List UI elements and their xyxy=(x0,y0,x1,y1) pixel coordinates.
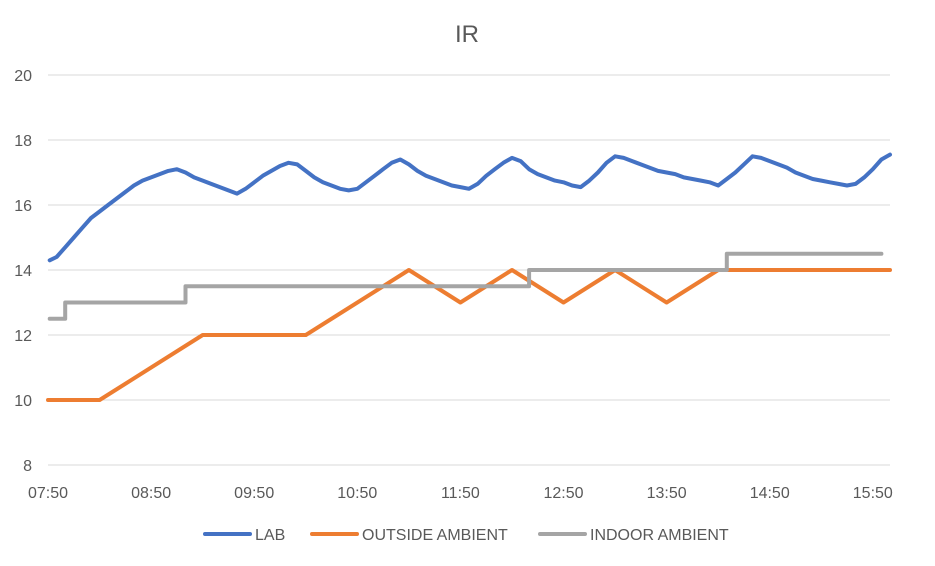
x-tick-label: 09:50 xyxy=(234,485,274,502)
series-line-lab xyxy=(47,152,892,263)
x-tick-label: 07:50 xyxy=(28,485,68,502)
y-tick-label: 10 xyxy=(14,393,32,410)
x-tick-label: 13:50 xyxy=(647,485,687,502)
y-tick-label: 18 xyxy=(14,133,32,150)
y-tick-label: 20 xyxy=(14,68,32,85)
y-tick-label: 16 xyxy=(14,198,32,215)
y-axis-tick-labels: 8 10 12 14 16 18 20 xyxy=(14,68,32,475)
series-line-indoor-ambient xyxy=(47,251,884,321)
x-tick-label: 08:50 xyxy=(131,485,171,502)
y-tick-label: 14 xyxy=(14,263,32,280)
x-tick-label: 12:50 xyxy=(543,485,583,502)
y-tick-label: 8 xyxy=(23,458,32,475)
grid-lines xyxy=(48,74,890,466)
legend: LAB OUTSIDE AMBIENT INDOOR AMBIENT xyxy=(203,527,729,544)
x-tick-label: 14:50 xyxy=(750,485,790,502)
x-tick-label: 11:50 xyxy=(441,485,480,502)
series-lines xyxy=(46,152,892,402)
legend-label-outside-ambient: OUTSIDE AMBIENT xyxy=(362,527,508,544)
legend-label-indoor-ambient: INDOOR AMBIENT xyxy=(590,527,729,544)
x-axis-tick-labels: 07:50 08:50 09:50 10:50 11:50 12:50 13:50 14:50… xyxy=(28,485,893,502)
y-tick-label: 12 xyxy=(14,328,32,345)
legend-label-lab: LAB xyxy=(255,527,285,544)
x-tick-label: 10:50 xyxy=(337,485,377,502)
x-tick-label: 15:50 xyxy=(853,485,893,502)
chart-title: IR xyxy=(455,21,479,48)
